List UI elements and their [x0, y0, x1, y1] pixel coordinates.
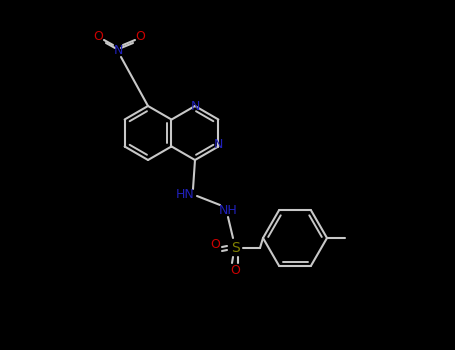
Text: N: N: [190, 99, 200, 112]
Text: N: N: [113, 43, 123, 56]
Text: HN: HN: [176, 188, 194, 201]
Text: S: S: [231, 241, 239, 255]
Text: O: O: [135, 29, 145, 42]
Text: O: O: [230, 264, 240, 276]
Text: O: O: [210, 238, 220, 252]
Text: NH: NH: [218, 203, 238, 217]
Text: N: N: [214, 138, 223, 151]
Text: O: O: [93, 29, 103, 42]
